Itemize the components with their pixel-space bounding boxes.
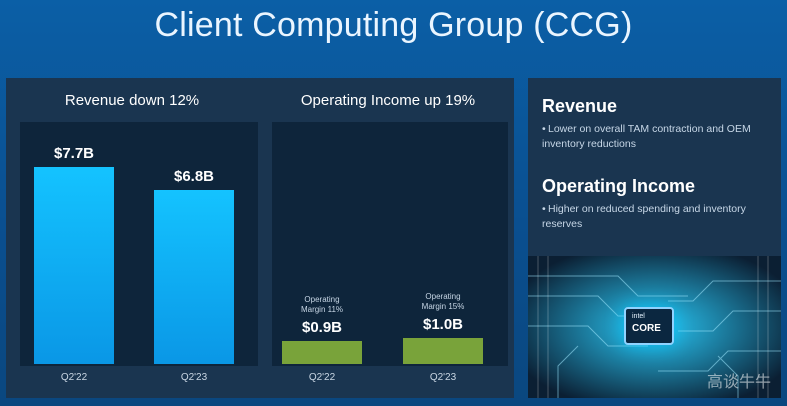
revenue-heading: Revenue	[542, 96, 618, 116]
operating-income-bullet: • Higher on reduced spending and inventor…	[542, 203, 746, 230]
operating-income-plot	[272, 122, 508, 366]
page-title: Client Computing Group (CCG)	[154, 6, 633, 44]
operating-income-bar-0	[282, 341, 362, 364]
commentary-panel: Revenue • Lower on overall TAM contractio…	[528, 78, 781, 398]
operating-income-value-label-0: $0.9B	[301, 319, 343, 336]
operating-income-value-label-1: $1.0B	[422, 316, 464, 334]
revenue-chart-title: Revenue down 12%	[64, 92, 200, 109]
watermark: 高谈牛牛	[706, 374, 771, 391]
operating-income-chart-title: Operating Income up 19%	[300, 92, 476, 109]
operating-margin-annotation-0: Operating Margin 11%	[300, 295, 344, 314]
revenue-value-label-1: $6.8B	[173, 168, 215, 186]
operating-income-x-tick-0: Q2'22	[308, 372, 336, 383]
revenue-x-tick-0: Q2'22	[60, 372, 88, 383]
revenue-bullet: • Lower on overall TAM contraction and OE…	[542, 123, 751, 150]
operating-income-bar-1	[403, 338, 483, 364]
intel-core-chip: intel CORE	[624, 307, 674, 345]
charts-panel: Revenue down 12% Operating Income up 19%…	[6, 78, 514, 398]
revenue-x-tick-1: Q2'23	[180, 372, 208, 383]
revenue-value-label-0: $7.7B	[53, 145, 95, 163]
circuit-image: intel CORE 高谈牛牛	[528, 256, 781, 398]
operating-income-x-tick-1: Q2'23	[429, 372, 457, 383]
operating-margin-annotation-1: Operating Margin 15%	[421, 292, 465, 312]
operating-income-heading: Operating Income	[542, 176, 696, 196]
charts: Revenue down 12% Operating Income up 19%…	[6, 78, 514, 398]
chip-brand: intel	[632, 313, 645, 320]
chip-label: CORE	[632, 323, 661, 334]
revenue-bar-1	[154, 190, 234, 364]
revenue-bar-0	[34, 167, 114, 364]
